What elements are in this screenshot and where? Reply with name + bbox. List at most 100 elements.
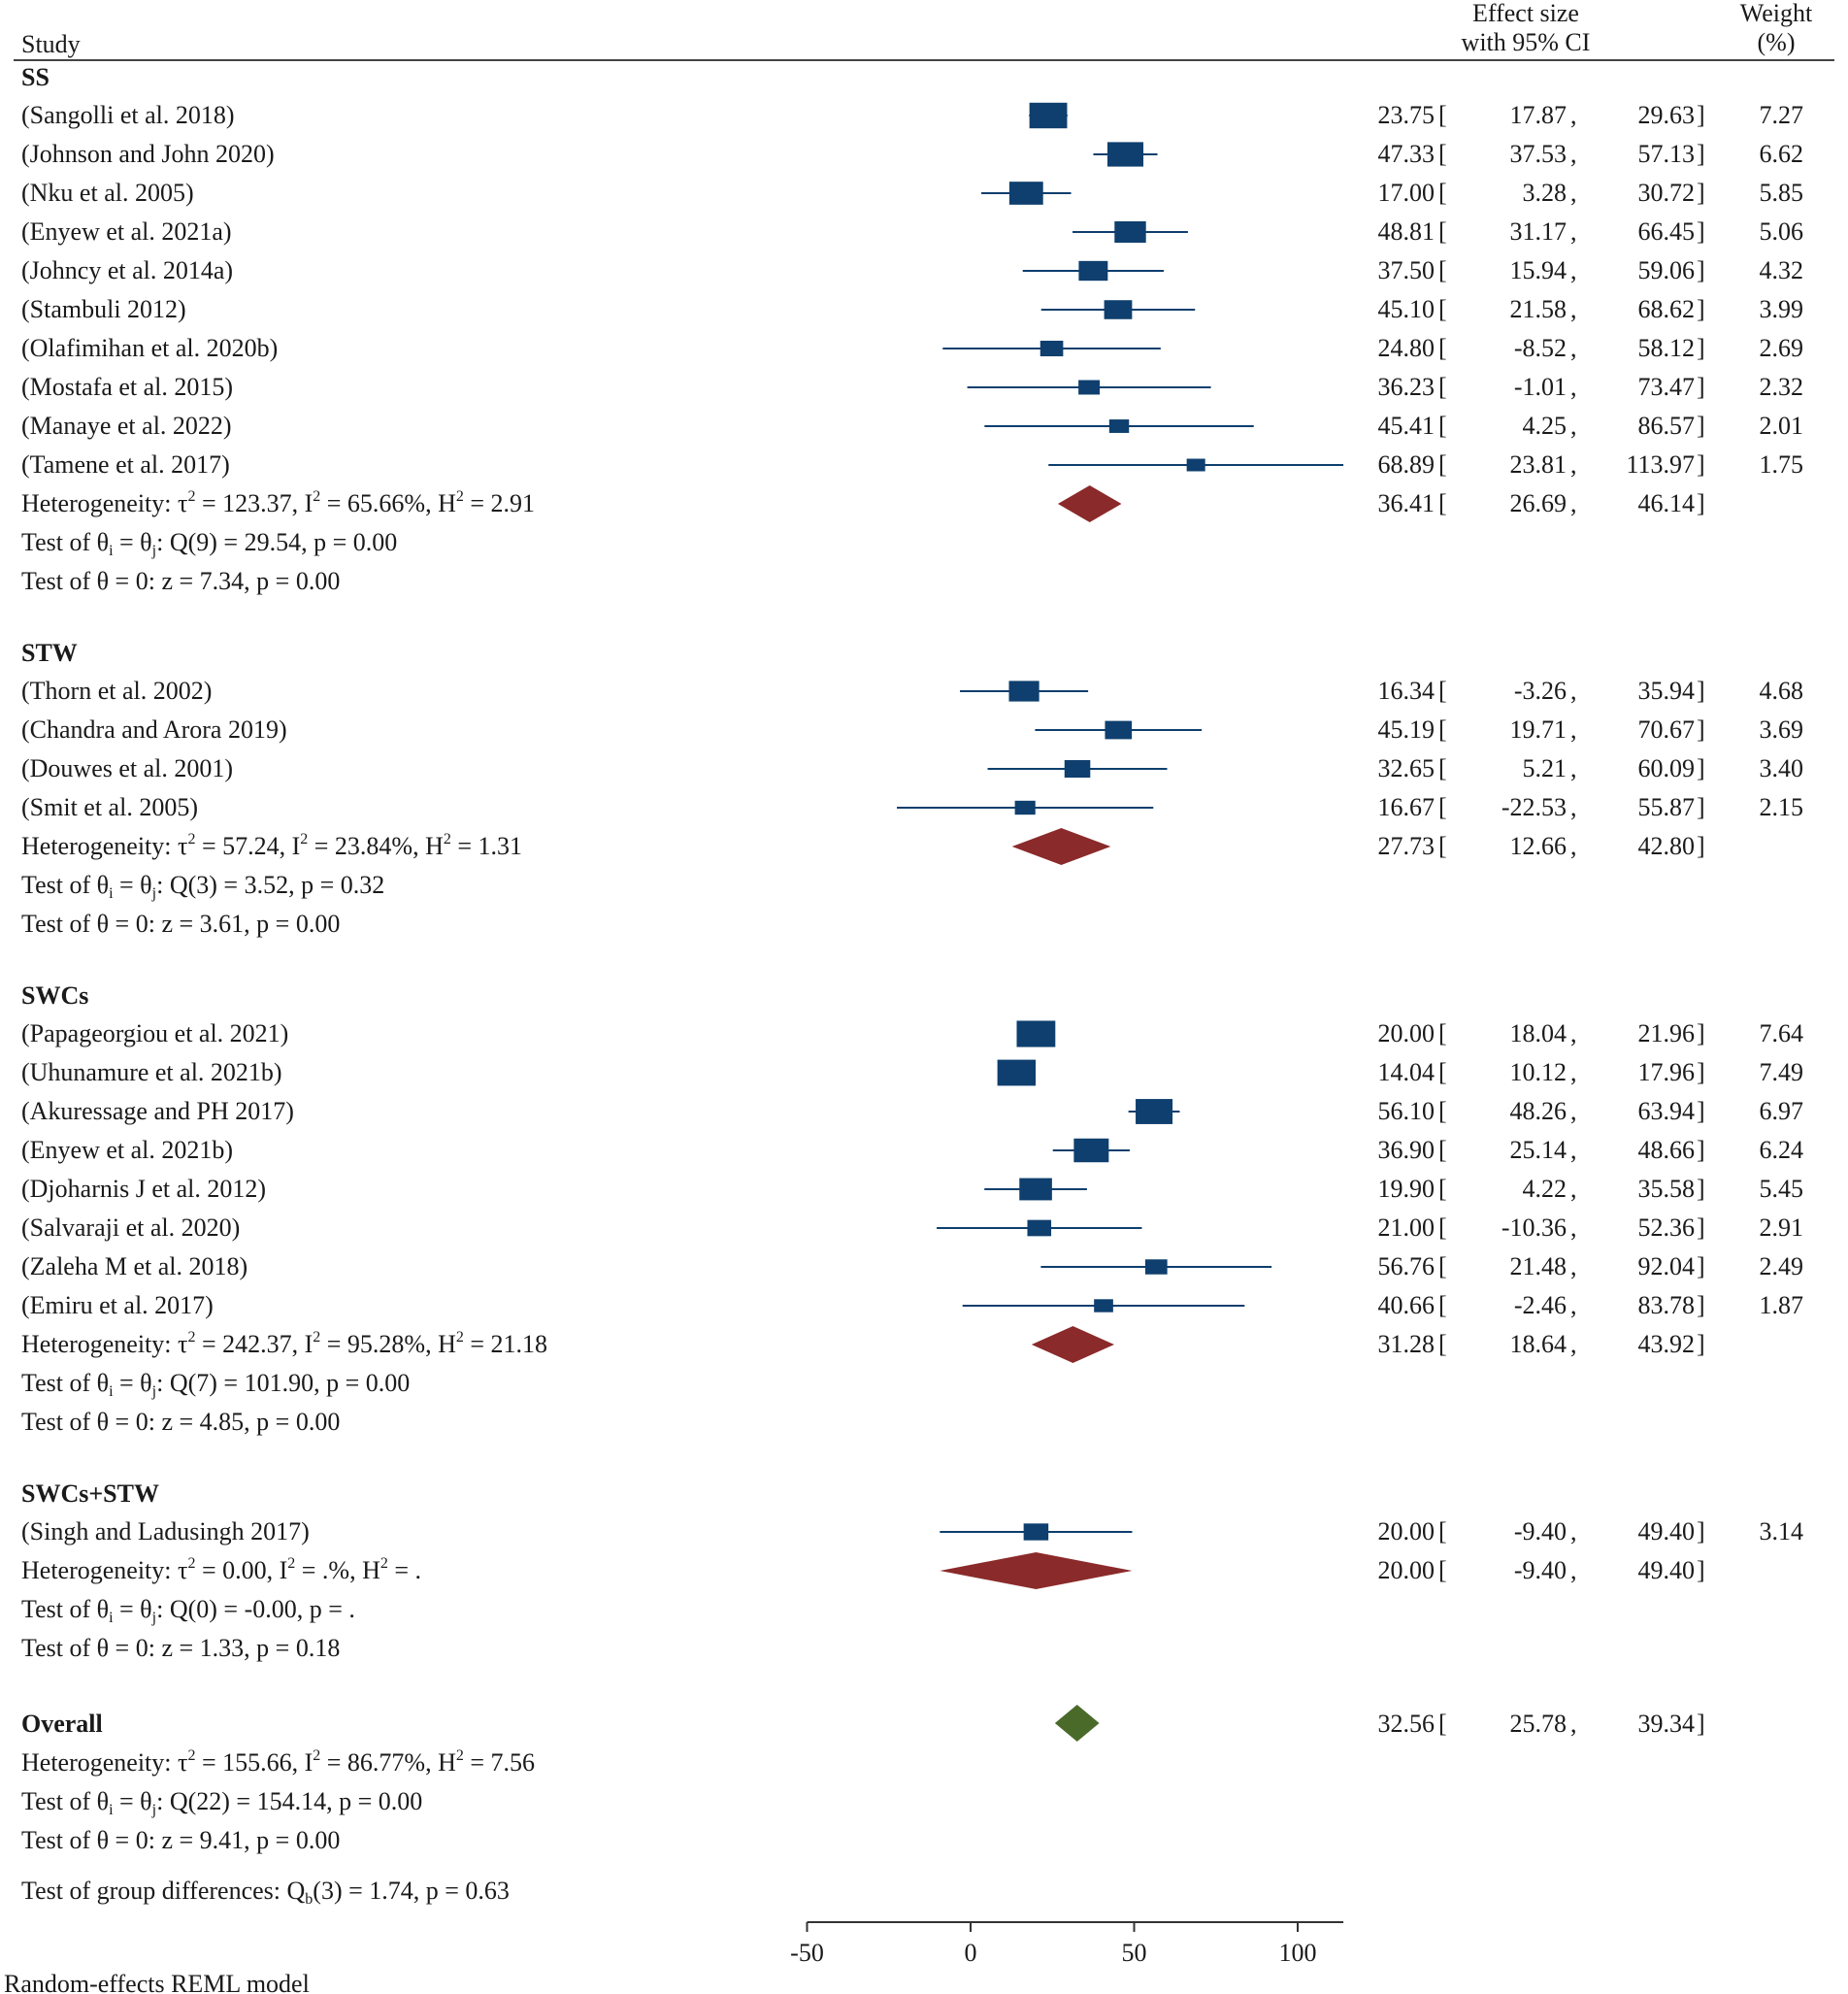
- group-0-study-3-bracket-open: [: [1438, 217, 1447, 246]
- forest-rows: SS (Sangolli et al. 2018) 23.75 [17.87, 29.6…: [21, 63, 1803, 1908]
- group-3-pooled-ci-comma: ,: [1570, 1556, 1577, 1584]
- group-2-pooled-diamond: [1031, 1326, 1115, 1363]
- overall-ci-high: 39.34: [1638, 1710, 1696, 1738]
- group-2-study-4-label: (Djoharnis J et al. 2012): [21, 1175, 266, 1203]
- group-2-study-6-marker: [1144, 1259, 1168, 1275]
- group-2-study-5-ci-high: 52.36: [1638, 1213, 1696, 1242]
- group-1-study-1-bracket-close: ]: [1697, 715, 1705, 744]
- group-2-study-4-weight: 5.45: [1760, 1175, 1804, 1203]
- group-2-study-2-marker: [1136, 1099, 1173, 1124]
- group-0-study-5-ci-high: 68.62: [1638, 295, 1696, 323]
- group-0-study-6-bracket-close: ]: [1697, 334, 1705, 362]
- group-1-pooled-diamond: [1011, 828, 1111, 865]
- group-0-study-9-ci-high: 113.97: [1626, 450, 1695, 479]
- group-1-study-1-bracket-open: [: [1438, 715, 1447, 744]
- group-0-study-2-ci-low: 3.28: [1523, 179, 1568, 207]
- group-1-study-3-es: 16.67: [1378, 793, 1436, 821]
- group-2-study-0-ci-high: 21.96: [1638, 1019, 1696, 1047]
- group-3-study-0-label: (Singh and Ladusingh 2017): [21, 1517, 310, 1545]
- group-0-study-4-marker: [1078, 260, 1108, 282]
- group-2-study-2-es: 56.10: [1378, 1097, 1436, 1125]
- group-0-study-9-bracket-open: [: [1438, 450, 1447, 479]
- group-0-study-1-ci-high: 57.13: [1638, 140, 1696, 168]
- group-1-study-1-es: 45.19: [1378, 715, 1436, 744]
- group-0-pooled-bracket-open: [: [1438, 489, 1447, 517]
- header-weight-unit: (%): [1758, 28, 1796, 56]
- group-0-study-4-ci-comma: ,: [1570, 256, 1577, 284]
- group-0-study-1-ci-low: 37.53: [1510, 140, 1568, 168]
- group-2-study-3-label: (Enyew et al. 2021b): [21, 1136, 233, 1164]
- group-1-study-2-bracket-close: ]: [1697, 754, 1705, 782]
- group-0-study-7-weight: 2.32: [1760, 373, 1804, 401]
- group-0-study-9-ci-low: 23.81: [1510, 450, 1568, 479]
- group-0-study-6-es: 24.80: [1378, 334, 1436, 362]
- header-ci: with 95% CI: [1462, 28, 1591, 56]
- group-1-study-1-weight: 3.69: [1760, 715, 1804, 744]
- group-1-study-3-bracket-close: ]: [1697, 793, 1705, 821]
- group-1-study-3-ci-high: 55.87: [1638, 793, 1696, 821]
- group-2-study-2-bracket-open: [: [1438, 1097, 1447, 1125]
- group-0-study-2-marker: [1008, 182, 1043, 205]
- group-2-heterogeneity: Heterogeneity: τ2 = 242.37, I2 = 95.28%,…: [21, 1329, 547, 1358]
- group-0-pooled-bracket-close: ]: [1697, 489, 1705, 517]
- overall-bracket-close: ]: [1697, 1710, 1705, 1738]
- group-2-pooled-bracket-close: ]: [1697, 1330, 1705, 1358]
- group-0-pooled-ci-low: 26.69: [1510, 489, 1568, 517]
- group-0-study-9-ci-comma: ,: [1570, 450, 1577, 479]
- group-3-pooled-bracket-open: [: [1438, 1556, 1447, 1584]
- group-0-study-8-ci-comma: ,: [1570, 412, 1577, 440]
- group-1-study-1-marker: [1105, 720, 1133, 740]
- group-2-study-3-bracket-close: ]: [1697, 1136, 1705, 1164]
- group-0-study-9-bracket-close: ]: [1697, 450, 1705, 479]
- group-3-heterogeneity: Heterogeneity: τ2 = 0.00, I2 = .%, H2 = …: [21, 1555, 421, 1584]
- overall-title: Overall: [21, 1710, 103, 1738]
- group-0-study-0-label: (Sangolli et al. 2018): [21, 101, 235, 129]
- group-0-study-3-es: 48.81: [1378, 217, 1436, 246]
- group-2-study-1-marker: [997, 1059, 1037, 1086]
- group-2-study-7-bracket-close: ]: [1697, 1291, 1705, 1319]
- group-0-study-9-label: (Tamene et al. 2017): [21, 450, 230, 479]
- group-2-study-5-weight: 2.91: [1760, 1213, 1804, 1242]
- group-2-pooled-ci-high: 43.92: [1638, 1330, 1696, 1358]
- group-0-study-3-ci-low: 31.17: [1510, 217, 1568, 246]
- overall-z-test: Test of θ = 0: z = 9.41, p = 0.00: [21, 1826, 340, 1854]
- group-1-title: STW: [21, 639, 78, 667]
- model-footnote: Random-effects REML model: [4, 1970, 310, 1994]
- group-1-study-2-es: 32.65: [1378, 754, 1436, 782]
- group-0-study-2-bracket-open: [: [1438, 179, 1447, 207]
- group-2-study-6-ci-high: 92.04: [1638, 1252, 1696, 1280]
- group-0-study-3-marker: [1114, 220, 1146, 244]
- x-tick-label-3: 100: [1279, 1939, 1317, 1967]
- group-1-study-2-ci-comma: ,: [1570, 754, 1577, 782]
- group-2-study-0-es: 20.00: [1378, 1019, 1436, 1047]
- group-0-study-6-marker: [1040, 340, 1064, 357]
- group-0-study-4-bracket-close: ]: [1697, 256, 1705, 284]
- group-1-study-0-marker: [1008, 681, 1040, 702]
- group-0-study-8-weight: 2.01: [1760, 412, 1804, 440]
- group-0-study-8-ci-low: 4.25: [1523, 412, 1568, 440]
- group-1-study-3-ci-low: -22.53: [1502, 793, 1567, 821]
- group-2-study-5-es: 21.00: [1378, 1213, 1436, 1242]
- group-1-study-3-label: (Smit et al. 2005): [21, 793, 198, 821]
- group-2-pooled-es: 31.28: [1378, 1330, 1436, 1358]
- group-0-study-4-bracket-open: [: [1438, 256, 1447, 284]
- group-3-study-0-ci-comma: ,: [1570, 1517, 1577, 1545]
- group-2-study-5-ci-low: -10.36: [1502, 1213, 1567, 1242]
- group-2-study-0-ci-low: 18.04: [1510, 1019, 1568, 1047]
- group-2-q-test: Test of θi = θj: Q(7) = 101.90, p = 0.00: [21, 1369, 410, 1400]
- group-2-study-0-bracket-open: [: [1438, 1019, 1447, 1047]
- group-0-study-8-marker: [1108, 419, 1130, 433]
- group-0-study-5-ci-comma: ,: [1570, 295, 1577, 323]
- group-0-pooled-ci-high: 46.14: [1638, 489, 1696, 517]
- group-0-study-0-ci-low: 17.87: [1510, 101, 1568, 129]
- group-0-study-4-ci-high: 59.06: [1638, 256, 1696, 284]
- group-0-study-3-ci-high: 66.45: [1638, 217, 1696, 246]
- group-2-study-4-marker: [1019, 1178, 1052, 1201]
- group-1-study-0-bracket-close: ]: [1697, 677, 1705, 705]
- group-0-study-3-label: (Enyew et al. 2021a): [21, 217, 232, 246]
- group-0-study-8-ci-high: 86.57: [1638, 412, 1696, 440]
- group-1-study-2-ci-high: 60.09: [1638, 754, 1696, 782]
- overall-ci-comma: ,: [1570, 1710, 1577, 1738]
- group-2-study-3-bracket-open: [: [1438, 1136, 1447, 1164]
- x-tick-label-0: -50: [790, 1939, 824, 1967]
